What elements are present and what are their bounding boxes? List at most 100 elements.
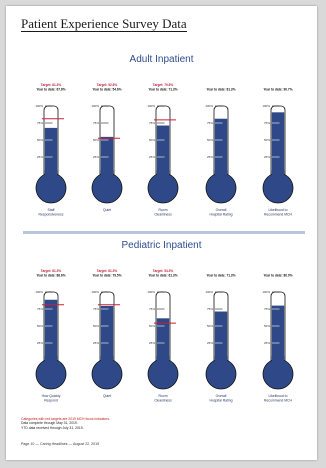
scale-tick-label: 100%: [205, 104, 213, 108]
target-text: Target: 81.3%: [97, 269, 118, 273]
scale-tick-label: 100%: [147, 290, 155, 294]
thermometer-gauge: Target: 81.3%Year to date: 88.6% 100% 75% 5…: [35, 269, 67, 403]
scale-tick-label: 25%: [207, 155, 213, 159]
ytd-fill: [44, 299, 58, 366]
ytd-fill: [156, 125, 170, 180]
pediatric-gauge-row: Target: 81.3%Year to date: 88.6%100%75%5…: [35, 269, 294, 403]
thermometer-gauge: Target: 81.3%Year to date: 79.5% 100% 75% 5…: [91, 269, 123, 398]
gauge-label: Respond: [44, 399, 58, 403]
scale-tick-label: 100%: [35, 290, 43, 294]
gauge-label: Overall: [216, 394, 227, 398]
ytd-text: Year to date: 80.0%: [263, 274, 292, 278]
section-title-adult: Adult Inpatient: [129, 54, 194, 65]
scale-tick-label: 100%: [147, 104, 155, 108]
ytd-text: Year to date: 79.5%: [92, 274, 121, 278]
ytd-fill: [100, 305, 114, 366]
note-data-complete: Data complete through May 31, 2019.: [21, 421, 78, 426]
thermometer-gauge: Target: 79.6%Year to date: 71.3% 100% 75% 5…: [147, 83, 179, 217]
gauge-label: Hospital Rating: [210, 399, 233, 403]
ytd-fill: [100, 136, 114, 180]
scale-tick-label: 25%: [264, 155, 270, 159]
ytd-fill: [271, 112, 285, 180]
adult-gauge-row: Target: 81.3%Year to date: 67.8% 100% 75% 5…: [35, 83, 294, 217]
note-focus-indicators: Categories with red targets are 2019 MCH…: [21, 417, 110, 421]
thermometer-gauge: Year to date: 71.3% 100% 75% 50% 25% OverallH…: [205, 274, 237, 403]
ytd-fill: [214, 118, 228, 180]
gauge-label: Cleanliness: [154, 399, 172, 403]
thermometer-gauge: Year to date: 80.0% 100% 75% 50% 25% Likeliho…: [262, 274, 294, 403]
scale-tick-label: 50%: [37, 138, 43, 142]
scale-tick-label: 100%: [91, 290, 99, 294]
scale-tick-label: 50%: [93, 324, 99, 328]
ytd-text: Year to date: 90.7%: [263, 88, 292, 92]
scale-tick-label: 100%: [91, 104, 99, 108]
note-ytd-received: YTD data received through July 31, 2019.: [21, 425, 84, 430]
scale-tick-label: 25%: [37, 341, 43, 345]
scale-tick-label: 100%: [35, 104, 43, 108]
target-text: Target: 79.6%: [153, 83, 174, 87]
target-text: Target: 52.6%: [97, 83, 118, 87]
ytd-fill: [271, 305, 285, 366]
thermometer-gauge: Target: 52.6%Year to date: 54.6% 100% 75% 5…: [91, 83, 123, 212]
scale-tick-label: 50%: [149, 138, 155, 142]
scale-tick-label: 75%: [264, 307, 270, 311]
ytd-fill: [44, 127, 58, 180]
scale-tick-label: 25%: [149, 341, 155, 345]
scale-tick-label: 100%: [262, 104, 270, 108]
gauge-label: Overall: [216, 208, 227, 212]
scale-tick-label: 75%: [149, 307, 155, 311]
ytd-text: Year to date: 71.3%: [148, 88, 177, 92]
thermometer-gauge: Target: 54.3%Year to date: 61.3% 100% 75% 5…: [147, 269, 179, 403]
scale-tick-label: 75%: [207, 307, 213, 311]
document-page: Patient Experience Survey Data Adult Inp…: [6, 6, 317, 460]
thermometer-gauge: Year to date: 90.7% 100% 75% 50% 25% Likeliho…: [262, 88, 294, 217]
scale-tick-label: 75%: [93, 121, 99, 125]
scale-tick-label: 100%: [262, 290, 270, 294]
scale-tick-label: 25%: [207, 341, 213, 345]
gauge-label: Quiet: [103, 394, 111, 398]
scale-tick-label: 25%: [37, 155, 43, 159]
scale-tick-label: 50%: [264, 324, 270, 328]
scale-tick-label: 100%: [205, 290, 213, 294]
gauge-label: Room: [158, 208, 167, 212]
gauge-label: Recommend MCH: [264, 213, 292, 217]
scale-tick-label: 75%: [93, 307, 99, 311]
ytd-fill: [156, 318, 170, 366]
ytd-text: Year to date: 71.3%: [206, 274, 235, 278]
scale-tick-label: 25%: [93, 155, 99, 159]
scale-tick-label: 50%: [207, 138, 213, 142]
ytd-text: Year to date: 67.8%: [36, 88, 65, 92]
gauge-label: Staff: [48, 208, 55, 212]
ytd-text: Year to date: 54.6%: [92, 88, 121, 92]
ytd-text: Year to date: 88.6%: [36, 274, 65, 278]
gauge-label: Responsiveness: [39, 213, 64, 217]
section-title-pediatric: Pediatric Inpatient: [121, 240, 202, 251]
thermometer-gauge: Year to date: 81.3% 100% 75% 50% 25% OverallH…: [205, 88, 237, 217]
scale-tick-label: 50%: [207, 324, 213, 328]
scale-tick-label: 75%: [37, 307, 43, 311]
scale-tick-label: 25%: [264, 341, 270, 345]
scale-tick-label: 75%: [207, 121, 213, 125]
gauge-label: Likelihood to: [268, 394, 287, 398]
target-text: Target: 54.3%: [153, 269, 174, 273]
gauge-label: Likelihood to: [268, 208, 287, 212]
section-divider: [23, 231, 305, 234]
notes-block: Categories with red targets are 2019 MCH…: [21, 417, 301, 430]
ytd-text: Year to date: 61.3%: [148, 274, 177, 278]
ytd-text: Year to date: 81.3%: [206, 88, 235, 92]
scale-tick-label: 50%: [264, 138, 270, 142]
page-footer: Page 10 — Caring Headlines — August 22, …: [21, 442, 100, 446]
ytd-fill: [214, 311, 228, 366]
page-title: Patient Experience Survey Data: [21, 16, 187, 32]
gauge-label: Cleanliness: [154, 213, 172, 217]
target-text: Target: 81.3%: [41, 269, 62, 273]
thermometer-gauge: Target: 81.3%Year to date: 67.8% 100% 75% 5…: [35, 83, 67, 217]
scale-tick-label: 50%: [93, 138, 99, 142]
scale-tick-label: 75%: [37, 121, 43, 125]
scale-tick-label: 75%: [264, 121, 270, 125]
gauge-label: Room: [158, 394, 167, 398]
scale-tick-label: 25%: [149, 155, 155, 159]
target-text: Target: 81.3%: [41, 83, 62, 87]
scale-tick-label: 75%: [149, 121, 155, 125]
scale-tick-label: 50%: [149, 324, 155, 328]
